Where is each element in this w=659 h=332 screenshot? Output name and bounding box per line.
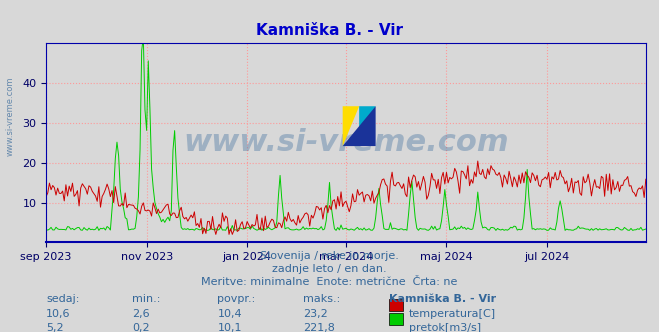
Text: Slovenija / reke in morje.: Slovenija / reke in morje.: [260, 251, 399, 261]
Text: pretok[m3/s]: pretok[m3/s]: [409, 323, 480, 332]
Text: 10,6: 10,6: [46, 309, 71, 319]
Text: 2,6: 2,6: [132, 309, 150, 319]
Text: maks.:: maks.:: [303, 294, 341, 304]
Text: Kamniška B. - Vir: Kamniška B. - Vir: [256, 23, 403, 38]
Text: 5,2: 5,2: [46, 323, 64, 332]
Text: 10,1: 10,1: [217, 323, 242, 332]
Text: Meritve: minimalne  Enote: metrične  Črta: ne: Meritve: minimalne Enote: metrične Črta:…: [201, 277, 458, 287]
Text: 23,2: 23,2: [303, 309, 328, 319]
Text: povpr.:: povpr.:: [217, 294, 256, 304]
Text: temperatura[C]: temperatura[C]: [409, 309, 496, 319]
Text: 0,2: 0,2: [132, 323, 150, 332]
Text: zadnje leto / en dan.: zadnje leto / en dan.: [272, 264, 387, 274]
Text: sedaj:: sedaj:: [46, 294, 80, 304]
Text: Kamniška B. - Vir: Kamniška B. - Vir: [389, 294, 496, 304]
Text: www.si-vreme.com: www.si-vreme.com: [5, 76, 14, 156]
Text: 10,4: 10,4: [217, 309, 242, 319]
Text: min.:: min.:: [132, 294, 160, 304]
Text: 221,8: 221,8: [303, 323, 335, 332]
Text: www.si-vreme.com: www.si-vreme.com: [183, 128, 509, 157]
